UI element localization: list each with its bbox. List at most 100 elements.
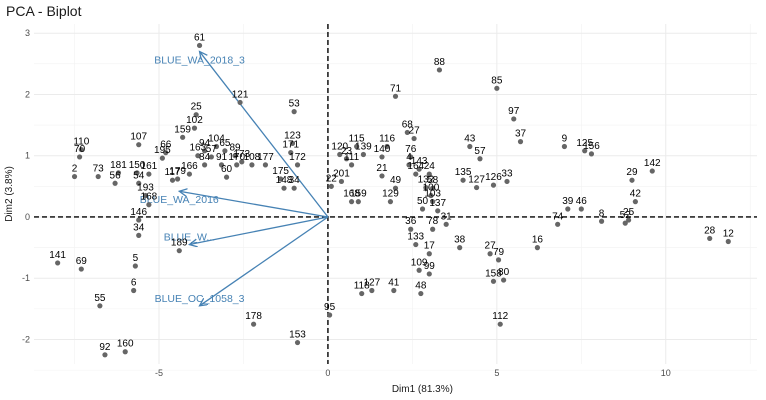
variable-arrow [179, 191, 329, 218]
data-point-label: 92 [99, 342, 111, 353]
data-point-label: 50 [417, 196, 429, 207]
data-point [360, 151, 367, 158]
data-point [191, 125, 198, 131]
data-point [355, 199, 361, 205]
data-point [136, 142, 142, 148]
data-point-label: 175 [272, 166, 289, 177]
data-point [487, 251, 493, 257]
data-point-label: 148 [276, 175, 293, 186]
data-point-label: 193 [137, 183, 154, 194]
data-point-label: 163 [190, 143, 207, 154]
data-point [132, 263, 138, 269]
data-point [193, 112, 199, 118]
data-point [146, 202, 152, 208]
data-point-label: 12 [723, 228, 735, 239]
y-tick-label: 3 [25, 28, 30, 38]
data-point [239, 159, 245, 165]
data-point-label: 28 [704, 225, 716, 236]
data-point [328, 183, 334, 189]
data-point [561, 143, 568, 150]
data-point-label: 73 [93, 164, 105, 175]
data-point-label: 5 [133, 253, 139, 264]
data-point [416, 267, 422, 273]
data-point [348, 199, 355, 205]
data-point [490, 278, 497, 284]
data-point [497, 321, 503, 327]
data-point-label: 91 [216, 152, 228, 163]
data-point [490, 182, 497, 188]
data-point-label: 69 [76, 256, 88, 267]
data-point-label: 31 [441, 211, 453, 222]
data-point-label: 80 [498, 267, 510, 278]
data-point-label: 120 [331, 141, 348, 152]
data-point [234, 162, 240, 168]
data-point-label: 135 [455, 167, 472, 178]
data-point [327, 312, 333, 318]
data-point [186, 171, 193, 177]
data-point [288, 150, 294, 156]
data-point-label: 146 [130, 207, 147, 218]
y-axis-label: Dim2 (3.8%) [4, 166, 15, 222]
data-point [159, 155, 165, 161]
data-point-label: 125 [576, 138, 593, 149]
data-point-label: 53 [289, 99, 301, 110]
data-point-label: 141 [49, 250, 66, 261]
data-point-label: 22 [326, 173, 338, 184]
data-point-label: 171 [282, 140, 299, 151]
data-point-label: 74 [552, 211, 564, 222]
data-point-label: 34 [289, 175, 301, 186]
data-point-label: 121 [232, 89, 249, 100]
data-point [142, 192, 149, 199]
data-point [443, 221, 449, 227]
data-point-label: 88 [434, 57, 446, 68]
data-point [354, 143, 360, 150]
zero-reference-lines [34, 24, 757, 364]
y-tick-label: 0 [25, 212, 30, 222]
data-point [426, 171, 432, 177]
data-point-label: 170 [228, 152, 245, 163]
data-point [428, 192, 434, 199]
data-point-label: 160 [117, 339, 134, 350]
data-point [291, 109, 297, 115]
data-point [413, 241, 419, 248]
data-point-label: 52 [620, 210, 632, 221]
data-point [369, 287, 375, 294]
variable-arrow [189, 216, 329, 245]
data-point [426, 271, 432, 277]
data-point-label: 116 [379, 134, 395, 145]
data-point [262, 162, 269, 168]
data-point-label: 94 [199, 138, 211, 149]
data-point [146, 171, 152, 177]
data-point-label: 201 [333, 168, 350, 179]
data-point-label: 133 [407, 232, 424, 243]
data-point [169, 177, 176, 183]
data-point-label: 42 [630, 189, 642, 200]
data-point [426, 251, 432, 257]
data-point [411, 135, 417, 142]
data-point-label: 115 [349, 134, 365, 145]
data-point [622, 220, 628, 226]
data-point [418, 290, 424, 297]
data-point-label: 61 [194, 32, 206, 43]
data-point-label: 168 [141, 192, 158, 203]
data-point [112, 180, 118, 186]
data-point [55, 260, 61, 266]
y-tick-label: 2 [25, 89, 30, 99]
data-point-label: 109 [411, 257, 428, 268]
y-tick-label: -2 [22, 334, 30, 344]
data-point [387, 199, 394, 205]
data-point [413, 171, 419, 177]
chart-title: PCA - Biplot [6, 3, 82, 19]
data-point [707, 235, 713, 242]
data-point [517, 139, 524, 145]
data-point-label: 153 [289, 330, 306, 341]
data-point [134, 170, 140, 176]
data-point [392, 93, 399, 99]
data-point-label: 33 [501, 168, 513, 179]
data-point-label: 140 [374, 144, 391, 155]
data-point [348, 162, 355, 168]
x-tick-label: -5 [155, 368, 163, 378]
data-point-label: 76 [405, 144, 417, 155]
